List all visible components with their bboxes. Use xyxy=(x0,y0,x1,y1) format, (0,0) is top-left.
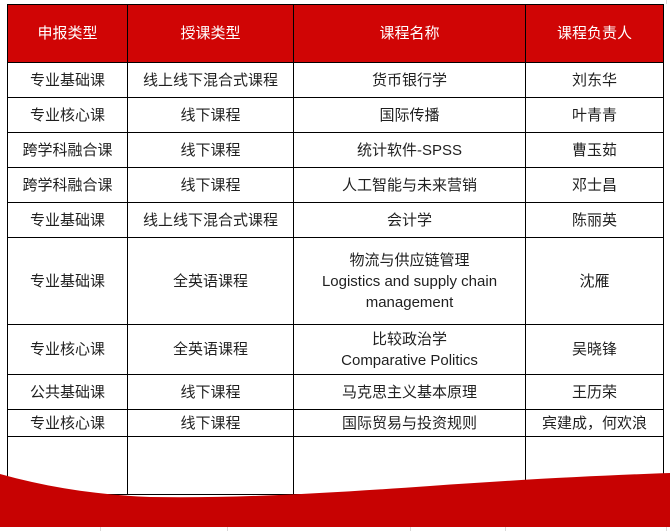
cell-teaching-type: 线上线下混合式课程 xyxy=(127,202,294,238)
cell-empty xyxy=(127,436,294,495)
cell-declare-type: 专业核心课 xyxy=(7,324,128,375)
table-row: 跨学科融合课 线下课程 统计软件-SPSS 曹玉茹 xyxy=(7,132,664,168)
header-teaching-type: 授课类型 xyxy=(127,4,294,63)
cell-course-name: 人工智能与未来营销 xyxy=(293,167,526,203)
table-row: 专业基础课 全英语课程 物流与供应链管理 Logistics and suppl… xyxy=(7,237,664,325)
header-course-name: 课程名称 xyxy=(293,4,526,63)
cell-course-name: 马克思主义基本原理 xyxy=(293,374,526,410)
cell-declare-type: 专业基础课 xyxy=(7,237,128,325)
gridline-bottom-1 xyxy=(100,527,101,531)
course-table: 申报类型 授课类型 课程名称 课程负责人 专业基础课 线上线下混合式课程 货币银… xyxy=(7,4,664,495)
cell-course-name: 物流与供应链管理 Logistics and supply chain mana… xyxy=(293,237,526,325)
gridline-bottom-5 xyxy=(666,527,667,531)
cell-course-name: 国际贸易与投资规则 xyxy=(293,409,526,437)
cell-declare-type: 专业核心课 xyxy=(7,409,128,437)
cell-declare-type: 专业基础课 xyxy=(7,62,128,98)
cell-course-leader: 沈雁 xyxy=(525,237,664,325)
table-row: 专业基础课 线上线下混合式课程 货币银行学 刘东华 xyxy=(7,62,664,98)
cell-declare-type: 专业基础课 xyxy=(7,202,128,238)
cell-course-leader: 刘东华 xyxy=(525,62,664,98)
cell-course-name: 比较政治学 Comparative Politics xyxy=(293,324,526,375)
cell-teaching-type: 线下课程 xyxy=(127,409,294,437)
cell-course-leader: 王历荣 xyxy=(525,374,664,410)
cell-teaching-type: 全英语课程 xyxy=(127,237,294,325)
cell-declare-type: 跨学科融合课 xyxy=(7,167,128,203)
header-declare-type: 申报类型 xyxy=(7,4,128,63)
cell-teaching-type: 线下课程 xyxy=(127,132,294,168)
cell-course-name: 国际传播 xyxy=(293,97,526,133)
cell-teaching-type: 线下课程 xyxy=(127,374,294,410)
cell-course-name: 统计软件-SPSS xyxy=(293,132,526,168)
cell-declare-type: 专业核心课 xyxy=(7,97,128,133)
red-wave-decoration xyxy=(0,473,670,527)
red-wave-path xyxy=(0,473,670,527)
table-row: 跨学科融合课 线下课程 人工智能与未来营销 邓士昌 xyxy=(7,167,664,203)
gridline-bottom-3 xyxy=(410,527,411,531)
cell-course-leader: 曹玉茹 xyxy=(525,132,664,168)
cell-course-leader: 邓士昌 xyxy=(525,167,664,203)
cell-course-leader: 叶青青 xyxy=(525,97,664,133)
header-course-leader: 课程负责人 xyxy=(525,4,664,63)
cell-teaching-type: 全英语课程 xyxy=(127,324,294,375)
cell-course-leader: 吴晓锋 xyxy=(525,324,664,375)
table-row: 专业核心课 全英语课程 比较政治学 Comparative Politics 吴… xyxy=(7,324,664,375)
table-row: 专业基础课 线上线下混合式课程 会计学 陈丽英 xyxy=(7,202,664,238)
gridline-bottom-2 xyxy=(227,527,228,531)
cell-course-leader: 陈丽英 xyxy=(525,202,664,238)
cell-course-name: 货币银行学 xyxy=(293,62,526,98)
cell-teaching-type: 线下课程 xyxy=(127,167,294,203)
table-header-row: 申报类型 授课类型 课程名称 课程负责人 xyxy=(7,4,664,63)
table-row: 公共基础课 线下课程 马克思主义基本原理 王历荣 xyxy=(7,374,664,410)
cell-declare-type: 跨学科融合课 xyxy=(7,132,128,168)
table-row: 专业核心课 线下课程 国际贸易与投资规则 宾建成，何欢浪 xyxy=(7,409,664,437)
gridline-bottom-4 xyxy=(505,527,506,531)
gridline-right-top xyxy=(666,0,667,4)
cell-course-leader: 宾建成，何欢浪 xyxy=(525,409,664,437)
cell-teaching-type: 线上线下混合式课程 xyxy=(127,62,294,98)
cell-teaching-type: 线下课程 xyxy=(127,97,294,133)
table-row: 专业核心课 线下课程 国际传播 叶青青 xyxy=(7,97,664,133)
cell-declare-type: 公共基础课 xyxy=(7,374,128,410)
cell-course-name: 会计学 xyxy=(293,202,526,238)
